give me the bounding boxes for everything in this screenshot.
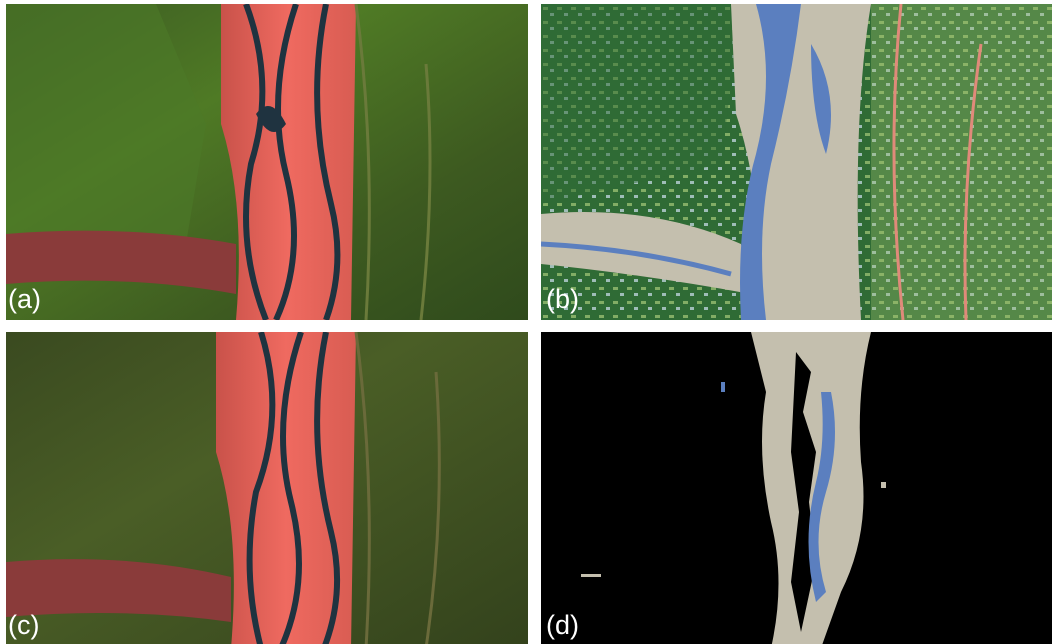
panel-d — [541, 332, 1052, 644]
panel-label: (b) — [546, 284, 579, 314]
page: (a) (b) (c) (d) (() => { const data = JS… — [0, 0, 1056, 644]
panel-label: (a) — [8, 284, 41, 314]
panel-a — [6, 4, 528, 320]
panel-b — [541, 4, 1052, 320]
figure: (a) (b) (c) (d) — [0, 0, 1056, 644]
panel-c — [6, 332, 528, 644]
panel-label: (c) — [8, 610, 39, 640]
panel-label: (d) — [546, 610, 579, 640]
